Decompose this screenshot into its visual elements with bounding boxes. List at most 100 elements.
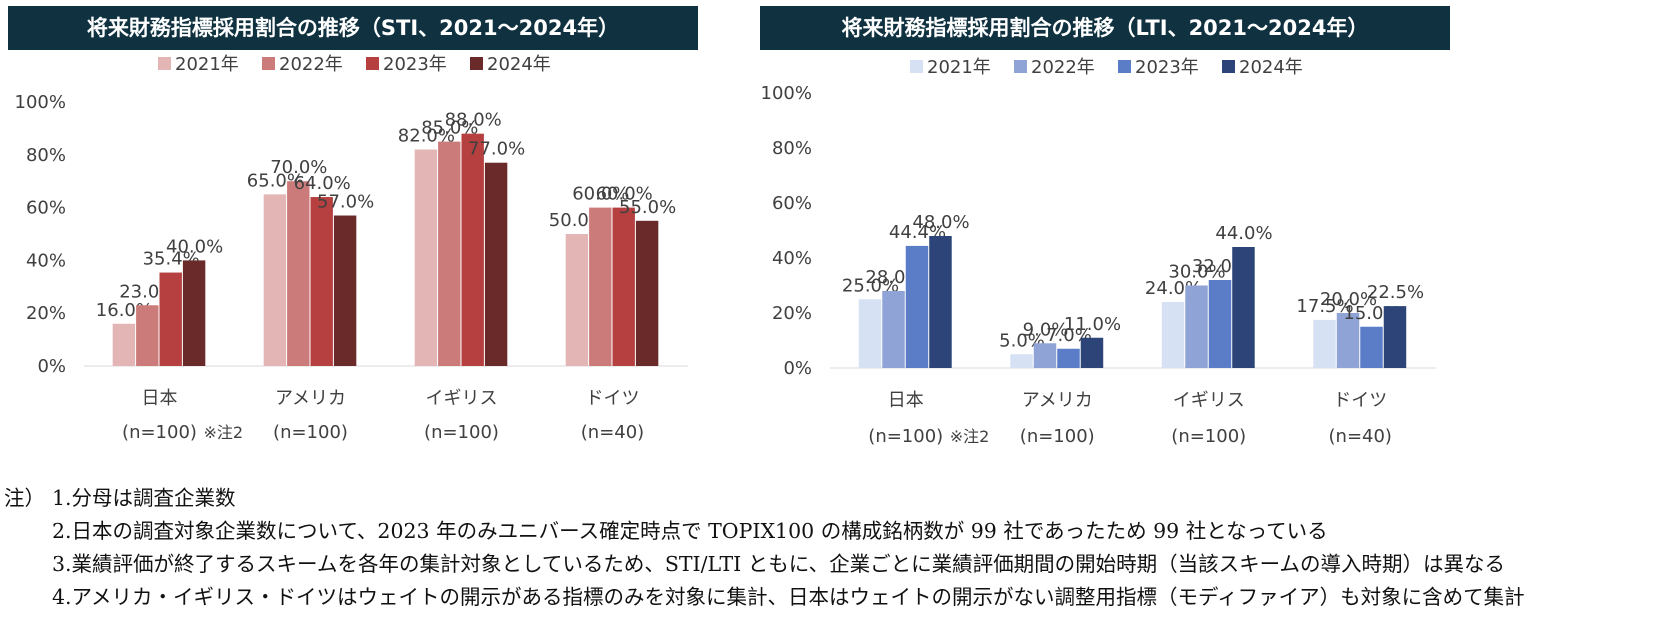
data-label: 22.5%: [1367, 282, 1424, 303]
x-category-n-label: (n=100): [1171, 426, 1246, 447]
note-text-1: 1.分母は調査企業数: [52, 486, 236, 510]
x-category-label: 日本: [142, 388, 178, 409]
bar-2-4: [589, 207, 612, 366]
note-prefix: 注）: [4, 486, 45, 510]
legend-swatch-2: [262, 57, 275, 70]
data-label: 57.0%: [317, 192, 374, 213]
x-category-label: ドイツ: [586, 388, 640, 409]
bar-4-1: [182, 260, 206, 366]
data-label: 9.0%: [1023, 319, 1069, 340]
x-category-n-label: (n=100): [273, 422, 348, 443]
bar-2-4: [1336, 313, 1360, 368]
legend-swatch-4: [470, 57, 483, 70]
bar-3-1: [905, 245, 929, 368]
x-category-label: ドイツ: [1333, 390, 1387, 411]
bar-4-4: [1383, 306, 1407, 368]
data-label: 11.0%: [1064, 314, 1121, 335]
sti-chart-title: 将来財務指標採用割合の推移（STI、2021～2024年）: [8, 6, 698, 50]
bar-1-4: [1313, 319, 1336, 368]
bar-4-2: [1080, 337, 1104, 368]
legend-swatch-4: [1222, 60, 1235, 73]
lti-bar-chart: 2021年 2022年 2023年 2024年0%20%40%60%80%100%25…: [761, 57, 1436, 447]
legend-label-3: 2023年: [383, 54, 447, 75]
bar-2-2: [287, 181, 310, 366]
bar-3-4: [1360, 326, 1383, 368]
data-label: 17.5%: [1296, 296, 1353, 317]
bar-3-3: [461, 133, 484, 366]
data-label: 82.0%: [398, 126, 455, 147]
bar-4-4: [635, 220, 659, 366]
bar-3-3: [1208, 280, 1232, 368]
y-tick-label: 40%: [26, 250, 66, 271]
note-line-1: 注） 1.分母は調査企業数: [4, 482, 1654, 515]
legend-swatch-1: [158, 57, 171, 70]
legend-swatch-3: [1118, 60, 1131, 73]
data-label: 85.0%: [421, 118, 478, 139]
sti-chart-panel: 将来財務指標採用割合の推移（STI、2021～2024年） 2021年 2022年…: [8, 6, 698, 476]
x-category-label: イギリス: [426, 388, 498, 409]
legend-label-4: 2024年: [1239, 57, 1303, 78]
data-label: 70.0%: [270, 157, 327, 178]
y-tick-label: 20%: [772, 303, 812, 324]
footnotes: 注） 1.分母は調査企業数 2.日本の調査対象企業数について、2023 年のみユニ…: [4, 482, 1654, 614]
data-label: 55.0%: [619, 197, 676, 218]
x-category-n-label: (n=100): [424, 422, 499, 443]
legend-swatch-1: [910, 60, 923, 73]
x-category-n-label: (n=40): [581, 422, 644, 443]
x-category-n-label: (n=40): [1329, 426, 1392, 447]
bar-1-2: [1010, 354, 1033, 368]
legend-label-4: 2024年: [487, 54, 551, 75]
legend-swatch-3: [366, 57, 379, 70]
x-category-n-label: (n=100): [1020, 426, 1095, 447]
x-category-n-label: (n=100): [868, 426, 943, 447]
legend-label-1: 2021年: [175, 54, 239, 75]
bar-2-1: [882, 291, 905, 368]
data-label: 48.0%: [912, 212, 969, 233]
bar-2-3: [1185, 285, 1208, 368]
x-category-label: 日本: [888, 390, 924, 411]
data-label: 88.0%: [445, 110, 502, 131]
data-label: 60.0%: [596, 184, 653, 205]
note-line-2: 2.日本の調査対象企業数について、2023 年のみユニバース確定時点で TOPI…: [4, 515, 1654, 548]
bar-1-4: [565, 234, 589, 366]
y-tick-label: 100%: [15, 92, 66, 113]
data-label: 64.0%: [294, 173, 351, 194]
data-label: 7.0%: [1046, 325, 1092, 346]
y-tick-label: 80%: [772, 138, 812, 159]
y-tick-label: 40%: [772, 248, 812, 269]
note-text-2: 2.日本の調査対象企業数について、2023 年のみユニバース確定時点で TOPI…: [52, 519, 1328, 543]
note-line-3: 3.業績評価が終了するスキームを各年の集計対象としているため、STI/LTI と…: [4, 548, 1654, 581]
bar-2-3: [438, 141, 461, 366]
data-label: 44.0%: [1215, 223, 1272, 244]
data-label: 77.0%: [468, 139, 525, 160]
legend-label-1: 2021年: [927, 57, 991, 78]
bar-2-1: [136, 305, 159, 366]
bar-3-1: [159, 272, 182, 366]
bar-3-4: [612, 207, 635, 366]
x-category-n-label: (n=100): [122, 422, 197, 443]
x-category-label: アメリカ: [1022, 390, 1093, 411]
note-text-4: 4.アメリカ・イギリス・ドイツはウェイトの開示がある指標のみを対象に集計、日本は…: [52, 585, 1525, 609]
y-tick-label: 60%: [26, 198, 66, 219]
bar-1-3: [1161, 302, 1185, 368]
bar-4-1: [929, 236, 952, 368]
data-label: 30.0%: [1168, 262, 1225, 283]
bar-2-2: [1033, 343, 1057, 368]
bar-1-1: [112, 323, 136, 366]
note-line-4: 4.アメリカ・イギリス・ドイツはウェイトの開示がある指標のみを対象に集計、日本は…: [4, 581, 1654, 614]
data-label: 40.0%: [166, 236, 223, 257]
legend-label-3: 2023年: [1135, 57, 1199, 78]
x-category-footnote: ※注2: [950, 427, 990, 446]
bar-1-1: [858, 299, 882, 368]
bar-4-3: [1232, 247, 1255, 368]
y-tick-label: 100%: [761, 83, 812, 104]
x-category-label: イギリス: [1173, 390, 1245, 411]
y-tick-label: 20%: [26, 303, 66, 324]
lti-chart-title: 将来財務指標採用割合の推移（LTI、2021～2024年）: [760, 6, 1450, 50]
sti-bar-chart: 2021年 2022年 2023年 2024年0%20%40%60%80%100%16…: [15, 54, 688, 443]
legend-label-2: 2022年: [1031, 57, 1095, 78]
y-tick-label: 60%: [772, 193, 812, 214]
legend-swatch-2: [1014, 60, 1027, 73]
bar-1-3: [414, 149, 438, 366]
y-tick-label: 0%: [37, 356, 66, 377]
